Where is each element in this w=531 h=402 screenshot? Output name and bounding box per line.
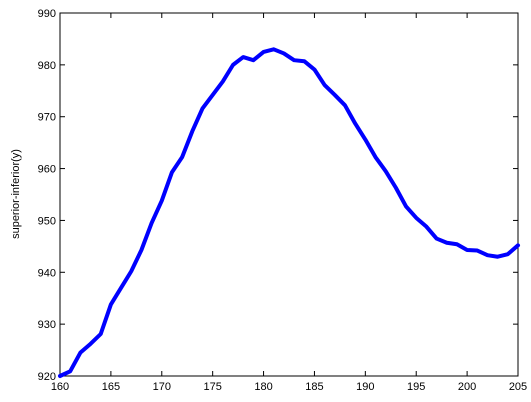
y-axis-ticks: 920 930 940 950 960 970 980 990 bbox=[38, 8, 518, 383]
x-tick-label: 185 bbox=[305, 381, 323, 393]
y-tick-label: 920 bbox=[38, 371, 56, 383]
plot-area bbox=[59, 12, 519, 377]
y-tick-label: 950 bbox=[38, 215, 56, 227]
x-tick-label: 190 bbox=[356, 381, 374, 393]
y-tick-label: 970 bbox=[38, 112, 56, 124]
y-tick-label: 990 bbox=[38, 8, 56, 20]
x-tick-label: 165 bbox=[102, 381, 120, 393]
x-tick-label: 180 bbox=[254, 381, 272, 393]
y-tick-label: 980 bbox=[38, 60, 56, 72]
x-tick-label: 200 bbox=[458, 381, 476, 393]
y-tick-label: 940 bbox=[38, 267, 56, 279]
x-tick-label: 195 bbox=[407, 381, 425, 393]
series-line bbox=[58, 47, 520, 378]
y-tick-label: 930 bbox=[38, 319, 56, 331]
y-axis-label: superior-inferior(y) bbox=[10, 149, 22, 239]
x-axis-ticks: 160 165 170 175 180 185 190 195 200 205 bbox=[51, 13, 527, 393]
x-tick-label: 170 bbox=[153, 381, 171, 393]
x-tick-label: 175 bbox=[203, 381, 221, 393]
y-tick-label: 960 bbox=[38, 164, 56, 176]
x-tick-label: 205 bbox=[509, 381, 527, 393]
series-layer bbox=[58, 47, 520, 378]
x-tick-label: 160 bbox=[51, 381, 69, 393]
